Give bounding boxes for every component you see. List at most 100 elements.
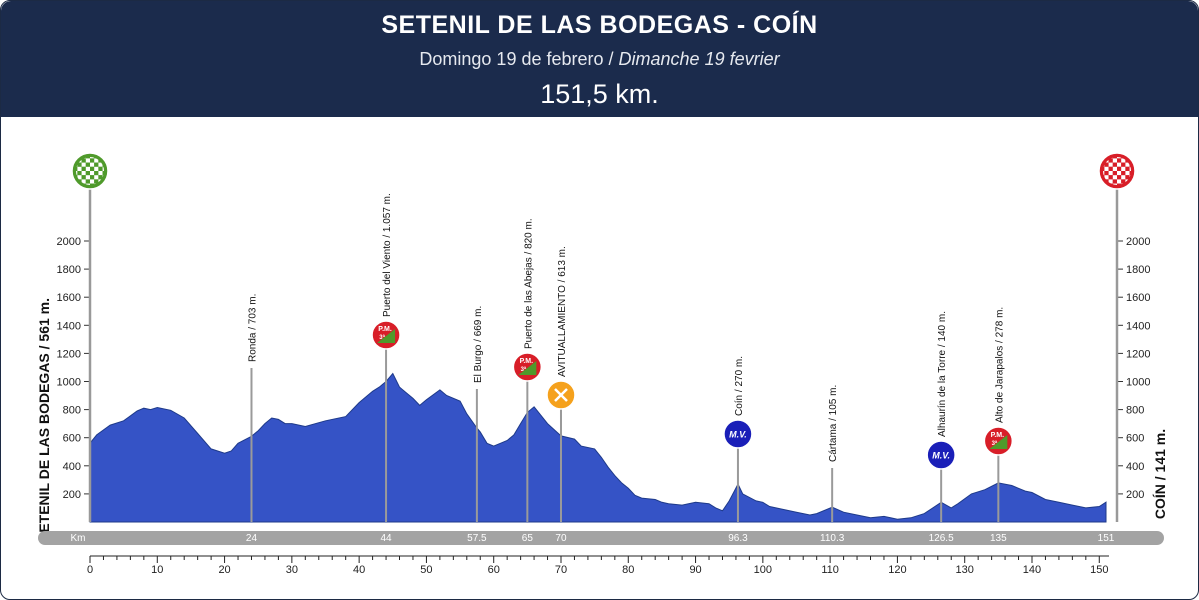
x-tick-label: 120 [888,564,906,576]
finish-flag-icon-square [1129,171,1131,176]
y-tick-label-left: 200 [63,489,81,501]
sprint-mv-icon: M.V. [926,440,956,470]
km-bar-label: 135 [990,533,1007,544]
finish-flag-icon-square [1112,175,1117,180]
finish-flag-icon-square [1112,171,1117,176]
finish-flag-icon-square [1117,171,1122,176]
km-bar-label: 65 [522,533,534,544]
mountain-3rd-cat-icon: P.M.3ª [371,320,401,350]
x-tick-label: 20 [218,564,230,576]
feed-icon-knife [554,388,568,402]
finish-flag-icon-square [1125,175,1130,180]
finish-flag-icon-square [1121,179,1126,184]
mountain-icon-cat: 3ª [379,334,385,341]
finish-flag-icon-square [1108,179,1113,184]
finish-flag-icon-square [1117,158,1122,163]
km-bar-label: 126.5 [929,533,954,544]
start-flag-icon-square [81,158,86,163]
start-flag-icon-square [77,171,82,176]
km-bar [38,531,1164,545]
start-flag-icon-square [94,158,99,163]
y-tick-label-right: 600 [1126,433,1144,445]
finish-flag-icon-square [1117,157,1122,159]
y-tick-label-right: 2000 [1126,236,1150,248]
x-tick-label: 150 [1090,564,1108,576]
start-flag-icon-square [98,162,103,167]
y-tick-label-left: 1400 [57,320,81,332]
stage-date-es: Domingo 19 de febrero / [419,49,614,69]
start-flag-icon-square [98,175,103,180]
start-flag-icon-square [90,183,95,185]
finish-flag-icon-square [1121,166,1126,171]
finish-town-label: COÍN / 141 m. [1152,429,1168,519]
start-flag-icon-square [77,162,82,167]
finish-flag-icon-square [1108,175,1113,180]
km-bar-label: 96.3 [728,533,748,544]
start-flag-icon-square [102,171,104,176]
y-tick-label-left: 1200 [57,348,81,360]
x-tick-label: 0 [87,564,93,576]
start-flag-icon-square [81,162,86,167]
finish-flag-icon-square [1121,162,1126,167]
mountain-icon-slope [518,361,537,375]
x-tick-label: 50 [420,564,432,576]
start-flag-icon-square [85,157,90,159]
finish-flag-icon-square [1125,171,1130,176]
finish-flag-icon-square [1117,162,1122,167]
finish-flag-icon-square [1125,162,1130,167]
start-flag-icon-square [77,175,82,180]
start-town-label: SETENIL DE LAS BODEGAS / 561 m. [36,298,52,542]
start-flag-icon-square [81,166,86,171]
elevation-profile-area [89,372,1107,523]
finish-flag-icon-square [1104,166,1109,171]
y-tick-label-left: 1000 [57,377,81,389]
mountain-icon-cat: 3ª [521,366,527,373]
finish-flag-icon-square [1112,179,1117,184]
mountain-icon-pm: P.M. [991,432,1005,439]
finish-flag-icon-square [1112,157,1117,159]
y-tick-label-right: 1200 [1126,348,1150,360]
marker-label: Alhaurín de la Torre / 140 m. [937,311,948,437]
finish-flag-icon-square [1104,171,1109,176]
marker-label: Coín / 270 m. [734,356,745,416]
start-flag-icon-square [90,179,95,184]
finish-flag-icon-square [1121,171,1126,176]
feed-zone-icon [546,380,576,410]
x-tick-label: 30 [286,564,298,576]
start-flag-icon-square [81,171,86,176]
y-tick-label-right: 1800 [1126,264,1150,276]
start-flag-icon-square [85,162,90,167]
x-tick-label: 90 [689,564,701,576]
start-flag-icon-square [81,179,86,184]
finish-flag-icon-square [1125,166,1130,171]
start-flag-icon-square [85,166,90,171]
start-flag-icon-square [98,171,103,176]
y-tick-label-right: 1000 [1126,377,1150,389]
start-flag-icon-square [90,162,95,167]
start-flag-icon-square [85,175,90,180]
finish-flag-icon-square [1104,162,1109,167]
km-bar-label: 57.5 [467,533,487,544]
start-flag-icon-square [85,179,90,184]
y-tick-label-left: 400 [63,461,81,473]
finish-flag-icon-square [1108,158,1113,163]
x-tick-label: 100 [754,564,772,576]
marker-label: El Burgo / 669 m. [473,306,484,383]
start-flag-icon-square [90,171,95,176]
marker-label: AVITUALLAMIENTO / 613 m. [557,246,568,377]
start-flag-icon-square [90,158,95,163]
finish-flag-icon-square [1117,183,1122,185]
y-tick-label-right: 400 [1126,461,1144,473]
mountain-icon-cat: 3ª [992,440,998,447]
x-tick-label: 60 [488,564,500,576]
marker-label: Cártama / 105 m. [828,385,839,462]
mountain-3rd-cat-icon: P.M.3ª [983,426,1014,456]
start-flag-icon-square [94,171,99,176]
x-tick-label: 110 [821,564,839,576]
finish-flag-icon [1098,152,1136,190]
finish-flag-icon-square [1117,175,1122,180]
start-flag-icon-square [76,171,78,176]
y-tick-label-left: 2000 [57,236,81,248]
stage-date-fr: Dimanche 19 fevrier [618,49,780,69]
